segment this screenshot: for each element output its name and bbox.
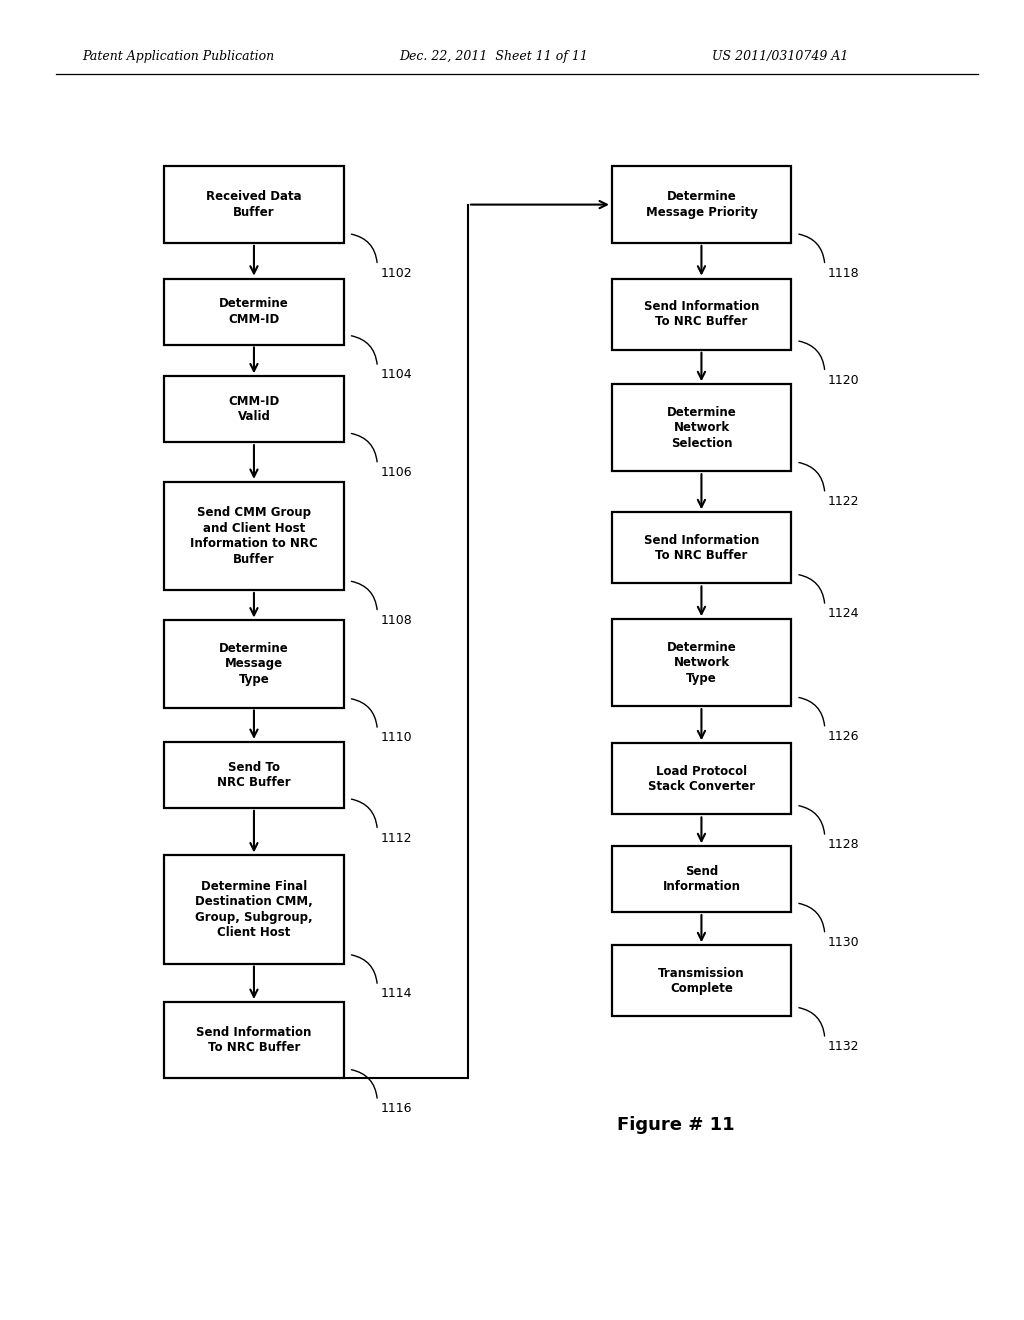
- Text: 1130: 1130: [828, 936, 859, 949]
- Text: Send Information
To NRC Buffer: Send Information To NRC Buffer: [644, 300, 759, 329]
- Text: 1118: 1118: [828, 267, 859, 280]
- Text: Transmission
Complete: Transmission Complete: [658, 966, 744, 995]
- Text: Send Information
To NRC Buffer: Send Information To NRC Buffer: [197, 1026, 311, 1055]
- Text: Send Information
To NRC Buffer: Send Information To NRC Buffer: [644, 533, 759, 562]
- Text: 1112: 1112: [381, 832, 412, 845]
- Text: 1102: 1102: [381, 267, 412, 280]
- Bar: [612, 945, 791, 1016]
- Text: 1106: 1106: [381, 466, 412, 479]
- Text: Send
Information: Send Information: [663, 865, 740, 894]
- Text: 1114: 1114: [381, 987, 412, 1001]
- Text: Send To
NRC Buffer: Send To NRC Buffer: [217, 760, 291, 789]
- Bar: [164, 620, 344, 708]
- Bar: [612, 512, 791, 583]
- Text: 1132: 1132: [828, 1040, 859, 1053]
- Text: Figure # 11: Figure # 11: [617, 1115, 734, 1134]
- Text: 1104: 1104: [381, 368, 412, 381]
- Bar: [612, 166, 791, 243]
- Bar: [612, 743, 791, 814]
- Bar: [612, 846, 791, 912]
- Text: CMM-ID
Valid: CMM-ID Valid: [228, 395, 280, 424]
- Bar: [164, 279, 344, 345]
- Text: Dec. 22, 2011  Sheet 11 of 11: Dec. 22, 2011 Sheet 11 of 11: [399, 50, 588, 63]
- Text: Load Protocol
Stack Converter: Load Protocol Stack Converter: [648, 764, 755, 793]
- Text: 1120: 1120: [828, 374, 859, 387]
- Bar: [164, 376, 344, 442]
- Bar: [164, 855, 344, 964]
- Text: Send CMM Group
and Client Host
Information to NRC
Buffer: Send CMM Group and Client Host Informati…: [190, 506, 317, 566]
- Text: 1126: 1126: [828, 730, 859, 743]
- Text: 1122: 1122: [828, 495, 859, 508]
- Text: Determine
CMM-ID: Determine CMM-ID: [219, 297, 289, 326]
- Text: Patent Application Publication: Patent Application Publication: [82, 50, 274, 63]
- Text: 1110: 1110: [381, 731, 412, 744]
- Bar: [164, 482, 344, 590]
- Text: Determine
Network
Type: Determine Network Type: [667, 640, 736, 685]
- Text: Determine
Message Priority: Determine Message Priority: [645, 190, 758, 219]
- Text: Received Data
Buffer: Received Data Buffer: [206, 190, 302, 219]
- Bar: [612, 619, 791, 706]
- Text: 1128: 1128: [828, 838, 859, 851]
- Bar: [612, 384, 791, 471]
- Text: 1116: 1116: [381, 1102, 412, 1115]
- Bar: [612, 279, 791, 350]
- Text: 1108: 1108: [381, 614, 413, 627]
- Text: Determine Final
Destination CMM,
Group, Subgroup,
Client Host: Determine Final Destination CMM, Group, …: [196, 879, 312, 940]
- Text: US 2011/0310749 A1: US 2011/0310749 A1: [712, 50, 848, 63]
- Bar: [164, 1002, 344, 1078]
- Bar: [164, 742, 344, 808]
- Text: Determine
Message
Type: Determine Message Type: [219, 642, 289, 686]
- Text: Determine
Network
Selection: Determine Network Selection: [667, 405, 736, 450]
- Bar: [164, 166, 344, 243]
- Text: 1124: 1124: [828, 607, 859, 620]
